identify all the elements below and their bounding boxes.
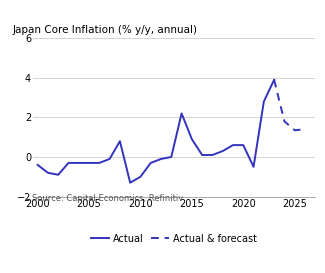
Text: Japan Core Inflation (% y/y, annual): Japan Core Inflation (% y/y, annual) [13,25,198,35]
Legend: Actual, Actual & forecast: Actual, Actual & forecast [87,230,260,248]
Text: Source: Capital Economics, Refinitiv: Source: Capital Economics, Refinitiv [32,194,184,203]
